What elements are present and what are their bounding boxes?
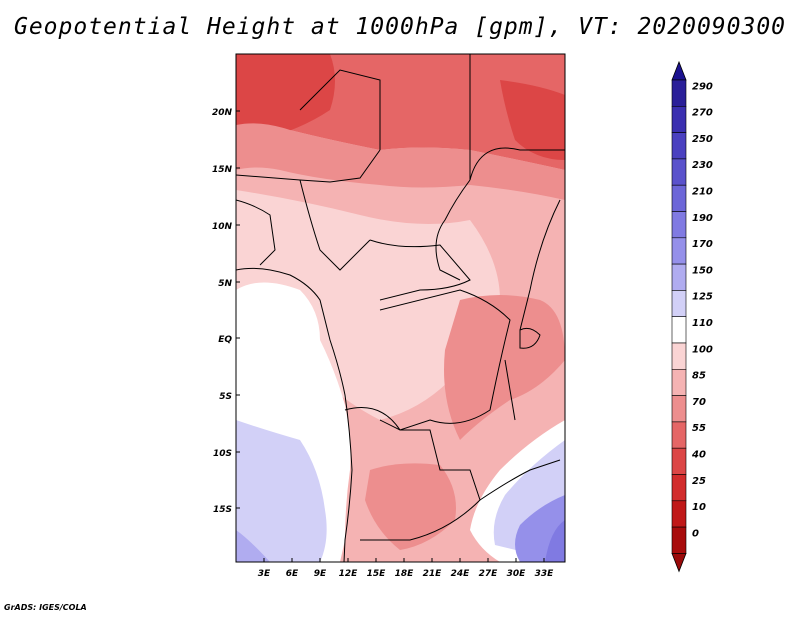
colorbar: 2902702502302101901701501251101008570554… <box>671 60 713 573</box>
lake-tanganyika <box>504 359 516 421</box>
border-west-coast <box>236 199 276 266</box>
tick-marks <box>236 110 545 562</box>
colorbar-swatch <box>671 447 687 475</box>
colorbar-label: 55 <box>692 423 706 434</box>
colorbar-swatch <box>671 316 687 344</box>
border-drc <box>379 289 511 431</box>
colorbar-label: 70 <box>692 397 706 408</box>
colorbar-label: 10 <box>692 502 706 513</box>
field-red-core-west <box>236 54 335 140</box>
field-red-core-east <box>500 80 565 160</box>
lat-label: 15S <box>213 505 232 515</box>
colorbar-label: 25 <box>692 476 706 487</box>
field-south-pink <box>365 463 456 550</box>
border-horn <box>519 199 561 331</box>
lon-label: 30E <box>507 569 527 579</box>
colorbar-swatch <box>671 132 687 160</box>
colorbar-label: 110 <box>692 318 713 329</box>
coastline-west-africa <box>236 267 353 562</box>
field-purple-sw-corner <box>236 530 270 562</box>
colorbar-swatch <box>671 106 687 133</box>
border-sahara-1 <box>299 69 381 150</box>
map-title: Geopotential Height at 1000hPa [gpm], VT… <box>13 14 787 40</box>
colorbar-swatch <box>671 79 687 107</box>
lat-label: EQ <box>218 335 232 345</box>
border-angola <box>344 407 481 541</box>
colorbar-swatch <box>671 500 687 528</box>
colorbar-label: 270 <box>692 108 713 119</box>
lake-victoria <box>519 327 541 349</box>
colorbar-swatch <box>671 421 687 449</box>
colorbar-label: 250 <box>692 134 713 145</box>
lat-label: 10S <box>213 449 232 459</box>
lat-label: 15N <box>212 165 233 175</box>
field-deep-purple-se <box>545 520 565 562</box>
lat-labels: 20N 15N 10N 5N EQ 5S 10S 15S <box>212 108 233 515</box>
colorbar-swatch <box>671 263 687 291</box>
map-frame <box>235 53 566 563</box>
colorbar-label: 85 <box>692 371 706 382</box>
field-lavender-sw <box>236 420 327 562</box>
colorbar-label: 0 <box>692 528 699 539</box>
lon-label: 9E <box>314 569 327 579</box>
grads-credit: GrADS: IGES/COLA <box>4 603 87 612</box>
border-east-africa <box>469 147 565 181</box>
lon-label: 12E <box>339 569 359 579</box>
lon-label: 21E <box>423 569 443 579</box>
lat-label: 5S <box>219 392 232 402</box>
colorbar-swatch <box>671 368 687 396</box>
lon-label: 18E <box>395 569 415 579</box>
colorbar-swatch <box>671 158 687 186</box>
lon-label: 24E <box>451 569 471 579</box>
border-car <box>369 239 471 301</box>
colorbar-label: 230 <box>692 160 713 171</box>
colorbar-top-arrow <box>671 60 687 81</box>
colorbar-label: 290 <box>692 81 713 92</box>
colorbar-swatch <box>671 526 687 554</box>
colorbar-swatch <box>671 395 687 423</box>
country-borders <box>236 54 565 562</box>
colorbar-label: 210 <box>692 186 713 197</box>
lon-label: 33E <box>535 569 555 579</box>
colorbar-swatch <box>671 342 687 370</box>
lon-labels: 3E 6E 9E 12E 15E 18E 21E 24E 27E 30E 33E <box>258 569 554 579</box>
border-south-east <box>479 459 561 501</box>
colorbar-swatch <box>671 290 687 317</box>
field-light-pink-band <box>236 190 500 420</box>
map-field <box>236 54 565 562</box>
colorbar-label: 100 <box>692 344 713 355</box>
border-sahara-2 <box>236 149 381 183</box>
colorbar-label: 125 <box>692 292 713 303</box>
lat-label: 10N <box>212 222 233 232</box>
border-sudan-chad <box>435 179 471 281</box>
lon-label: 6E <box>286 569 299 579</box>
lon-label: 27E <box>479 569 499 579</box>
colorbar-label: 40 <box>691 449 706 460</box>
colorbar-swatch <box>671 474 687 502</box>
lon-label: 15E <box>367 569 387 579</box>
lat-label: 20N <box>212 108 233 118</box>
lat-label: 5N <box>218 279 232 289</box>
lon-label: 3E <box>258 569 271 579</box>
field-mid-red <box>236 123 565 200</box>
colorbar-swatch <box>671 211 687 239</box>
colorbar-swatch <box>671 184 687 212</box>
colorbar-label: 190 <box>692 213 713 224</box>
colorbar-label: 170 <box>692 239 713 250</box>
border-nigeria <box>299 179 371 271</box>
colorbar-bottom-arrow <box>671 553 687 573</box>
colorbar-swatch <box>671 237 687 265</box>
colorbar-label: 150 <box>692 265 713 276</box>
